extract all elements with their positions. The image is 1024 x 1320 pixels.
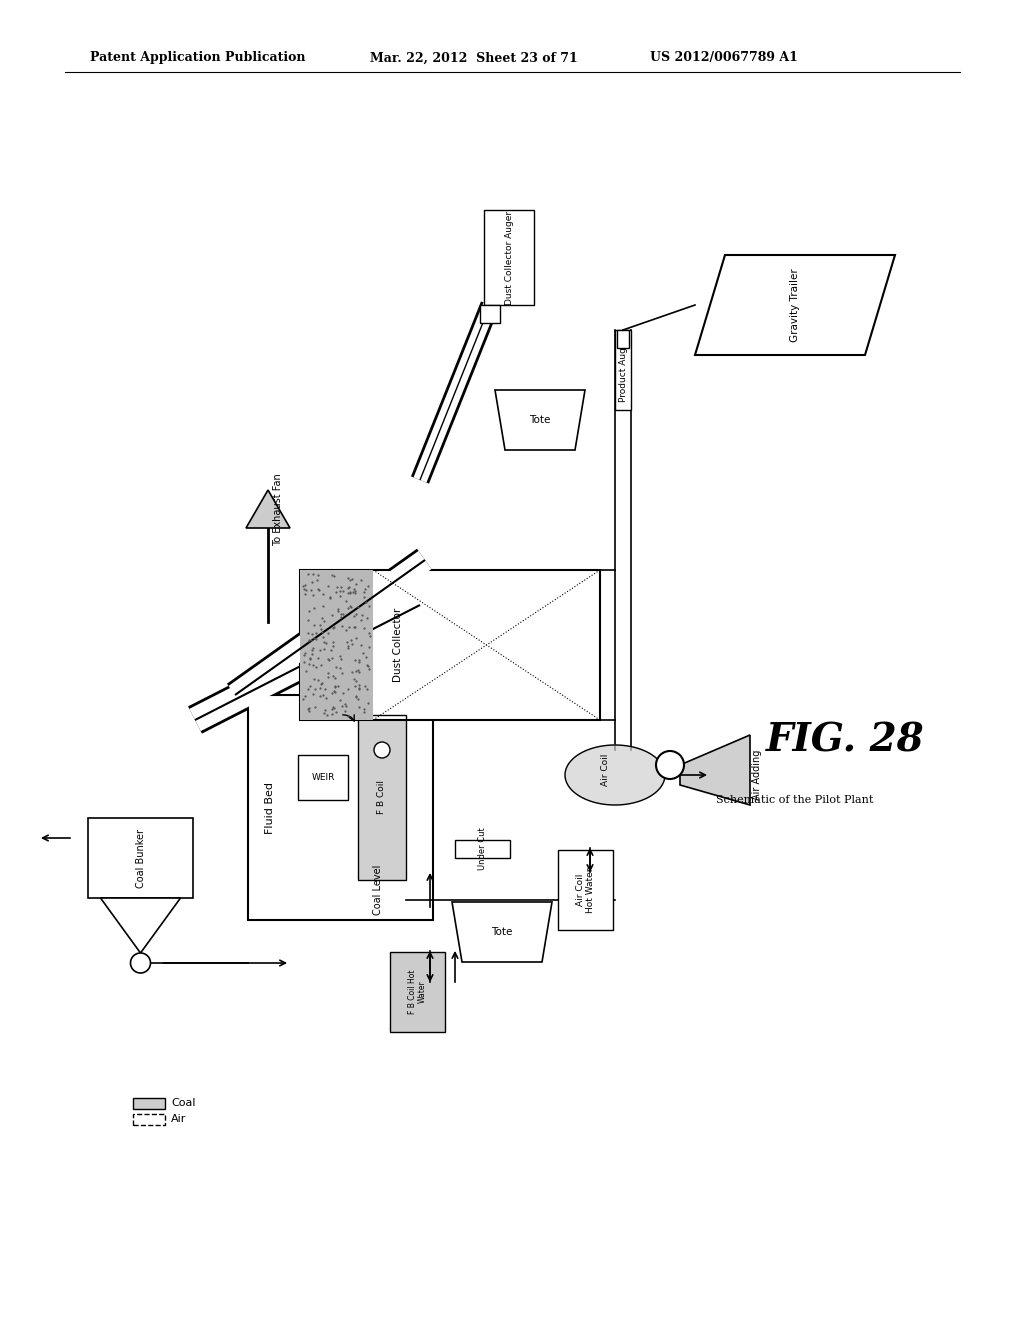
Text: Schematic of the Pilot Plant: Schematic of the Pilot Plant: [717, 795, 873, 805]
Text: Air Coil: Air Coil: [600, 754, 609, 787]
Circle shape: [130, 953, 151, 973]
Polygon shape: [452, 902, 552, 962]
Circle shape: [374, 742, 390, 758]
Polygon shape: [246, 490, 290, 528]
Bar: [298, 755, 348, 800]
Text: Tote: Tote: [492, 927, 513, 937]
Bar: [300, 570, 600, 719]
Text: F B Coil: F B Coil: [378, 780, 386, 814]
Bar: [358, 715, 406, 880]
Text: Gravity Trailer: Gravity Trailer: [790, 268, 800, 342]
Text: Patent Application Publication: Patent Application Publication: [90, 51, 305, 65]
Circle shape: [656, 751, 684, 779]
Polygon shape: [100, 898, 180, 953]
Polygon shape: [680, 735, 750, 805]
Bar: [358, 715, 406, 880]
Text: Dust Collector Auger: Dust Collector Auger: [505, 210, 513, 305]
Text: Coal Level: Coal Level: [373, 865, 383, 915]
Bar: [133, 1098, 165, 1109]
Bar: [558, 850, 613, 931]
Bar: [133, 1114, 165, 1125]
Text: FIG. 28: FIG. 28: [766, 721, 925, 759]
Text: US 2012/0067789 A1: US 2012/0067789 A1: [650, 51, 798, 65]
Polygon shape: [565, 744, 665, 805]
Bar: [248, 696, 433, 920]
Bar: [617, 330, 629, 348]
Text: Air Coil
Hot Water: Air Coil Hot Water: [575, 867, 595, 912]
Text: Mar. 22, 2012  Sheet 23 of 71: Mar. 22, 2012 Sheet 23 of 71: [370, 51, 578, 65]
Bar: [615, 330, 631, 411]
Text: Dust Collector: Dust Collector: [393, 609, 403, 682]
Text: Air: Air: [171, 1114, 186, 1125]
Bar: [484, 210, 534, 305]
Text: Coal: Coal: [171, 1098, 196, 1107]
Text: F B Coil Hot
Water: F B Coil Hot Water: [408, 970, 427, 1014]
Polygon shape: [695, 255, 895, 355]
Text: Air Adding: Air Adding: [752, 750, 762, 800]
Bar: [455, 840, 510, 858]
Bar: [300, 570, 373, 719]
Text: Fluid Bed: Fluid Bed: [265, 781, 275, 833]
Text: Under Cut: Under Cut: [478, 828, 487, 870]
Polygon shape: [495, 389, 585, 450]
Text: Coal Bunker: Coal Bunker: [135, 829, 145, 887]
Bar: [390, 952, 445, 1032]
Bar: [88, 818, 193, 898]
Text: Tote: Tote: [529, 414, 551, 425]
Bar: [480, 305, 500, 323]
Text: To Exhaust Fan: To Exhaust Fan: [273, 474, 283, 546]
Text: Product Auger: Product Auger: [618, 338, 628, 403]
Text: WEIR: WEIR: [311, 774, 335, 781]
